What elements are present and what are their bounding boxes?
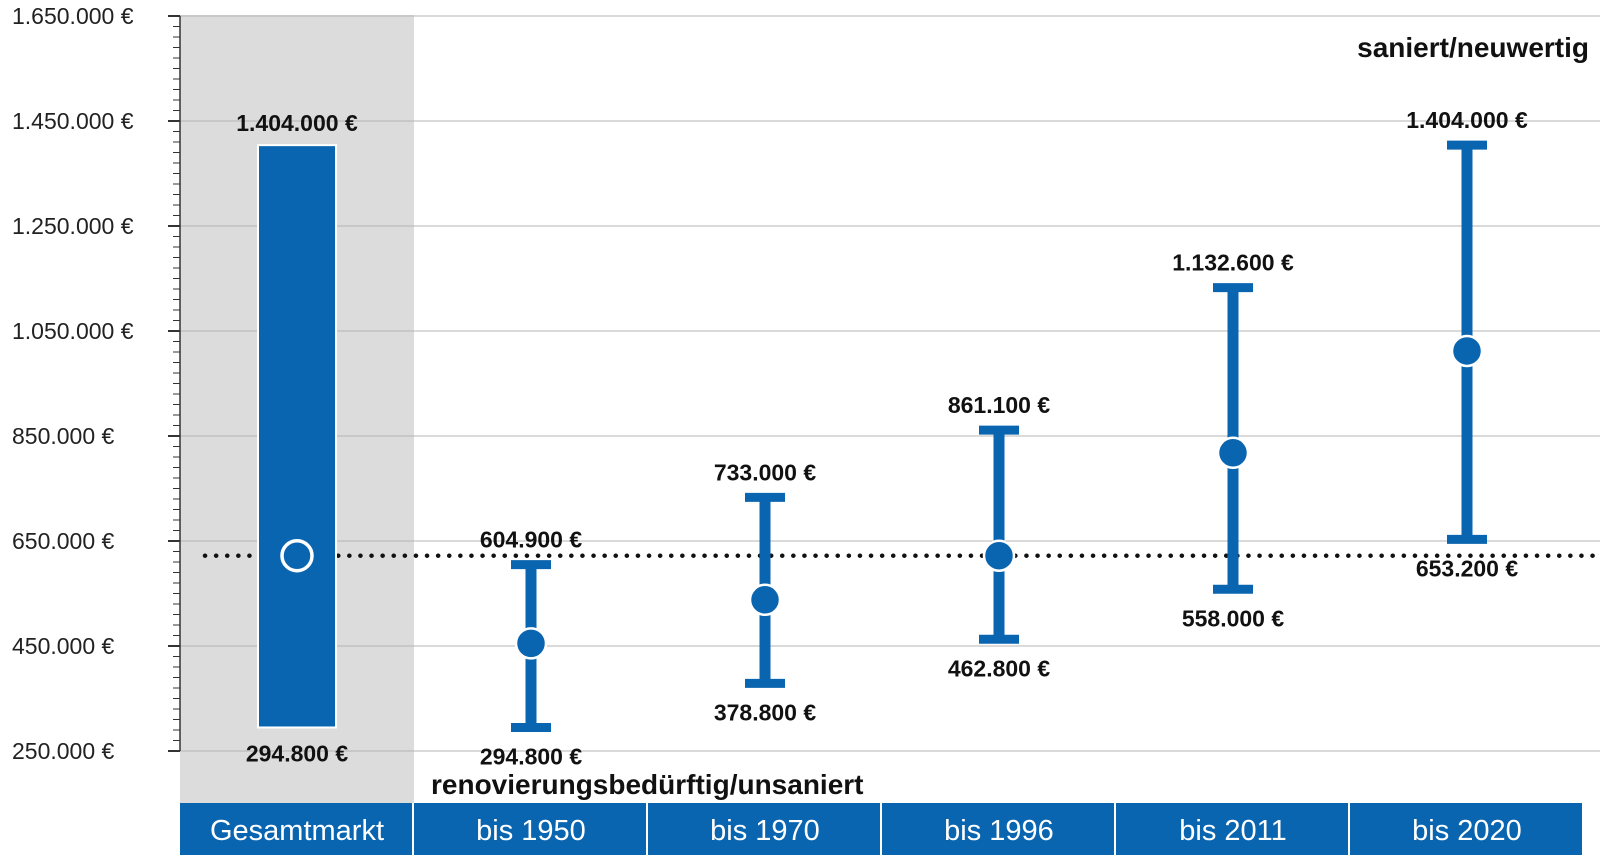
max-label-bis-1970: 733.000 € [714, 459, 817, 485]
median-marker-gesamtmarkt [280, 538, 314, 573]
y-tick-label: 1.650.000 € [12, 3, 134, 29]
max-label-bis-2011: 1.132.600 € [1172, 250, 1294, 276]
median-marker-bis-1996 [982, 539, 1016, 572]
min-label-bis-1996: 462.800 € [948, 655, 1051, 681]
min-label-bis-2020: 653.200 € [1416, 555, 1519, 581]
median-marker-bis-1950 [514, 627, 548, 660]
category-cell-gesamtmarkt [180, 803, 412, 855]
max-label-gesamtmarkt: 1.404.000 € [236, 110, 358, 136]
category-cell-bis-2020 [1350, 803, 1582, 855]
y-axis: 1.650.000 € 1.450.000 € 1.250.000 € 1.050.0… [12, 3, 181, 764]
min-label-gesamtmarkt: 294.800 € [246, 740, 349, 766]
median-marker-bis-2011 [1216, 436, 1250, 470]
max-label-bis-1996: 861.100 € [948, 392, 1051, 418]
data-marks [257, 140, 1487, 732]
category-label-bis-2020: bis 2020 [1412, 815, 1522, 847]
y-tick-label: 1.050.000 € [12, 318, 134, 344]
max-label-bis-2020: 1.404.000 € [1406, 107, 1528, 133]
category-label-gesamtmarkt: Gesamtmarkt [210, 815, 384, 847]
category-label-bis-1950: bis 1950 [476, 815, 586, 847]
y-tick-label: 450.000 € [12, 633, 115, 659]
y-tick-label: 650.000 € [12, 528, 115, 554]
min-label-bis-2011: 558.000 € [1182, 605, 1285, 631]
y-tick-label: 1.250.000 € [12, 213, 134, 239]
min-label-bis-1970: 378.800 € [714, 699, 817, 725]
category-axis: Gesamtmarkt bis 1950 bis 1970 bis 1996 bis 2… [180, 803, 1582, 855]
median-marker-bis-1970 [748, 583, 782, 617]
category-cell-bis-1996 [882, 803, 1114, 855]
category-label-bis-1970: bis 1970 [710, 815, 820, 847]
value-labels: 1.404.000 € 294.800 € 604.900 € 294.800 € 73… [236, 107, 1528, 769]
category-cell-bis-1950 [414, 803, 646, 855]
category-cell-bis-1970 [648, 803, 880, 855]
category-label-bis-2011: bis 2011 [1179, 815, 1287, 847]
category-label-bis-1996: bis 1996 [944, 815, 1054, 847]
min-label-bis-1950: 294.800 € [480, 743, 583, 769]
annotation-bottom: renovierungsbedürftig/unsaniert [431, 769, 864, 800]
y-tick-label: 1.450.000 € [12, 108, 134, 134]
y-tick-label: 250.000 € [12, 738, 115, 764]
median-marker-bis-2020 [1450, 334, 1484, 368]
range-bar-gesamtmarkt [257, 144, 337, 729]
y-tick-label: 850.000 € [12, 423, 115, 449]
category-cell-bis-2011 [1116, 803, 1348, 855]
annotation-top: saniert/neuwertig [1357, 32, 1589, 63]
max-label-bis-1950: 604.900 € [480, 527, 583, 553]
gridlines [173, 15, 1600, 752]
